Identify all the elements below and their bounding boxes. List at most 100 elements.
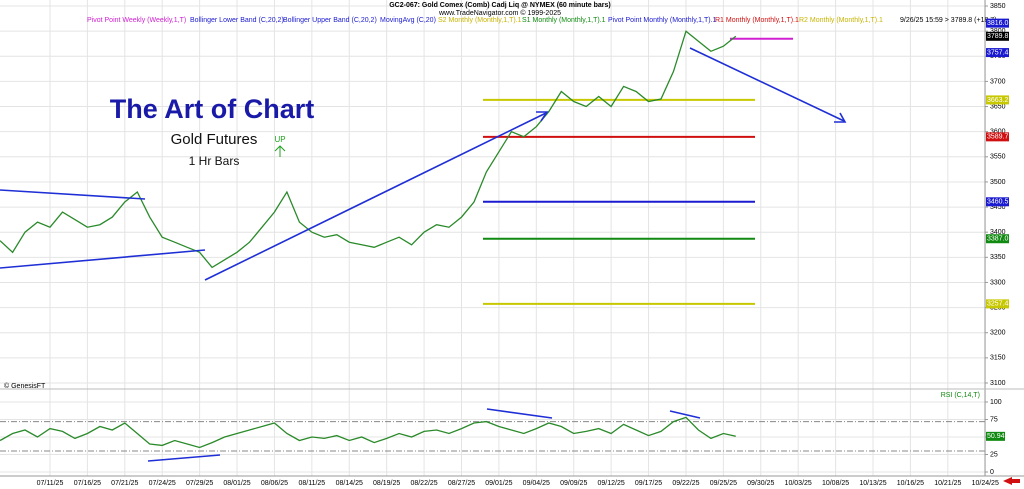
series-line [0, 30, 737, 269]
x-tick-label: 10/08/25 [822, 480, 849, 487]
level-tag [986, 299, 1009, 309]
x-tick-label: 09/12/25 [598, 480, 625, 487]
level-tag [986, 197, 1009, 207]
legend-entry: Bollinger Lower Band (C,20,2) [190, 17, 284, 24]
last-value-label: 50.94 [987, 433, 1005, 440]
legend-entry: Bollinger Upper Band (C,20,2) [283, 17, 377, 24]
price-tag [986, 48, 1009, 58]
x-tick-label: 10/21/25 [934, 480, 961, 487]
x-tick-label: 08/11/25 [298, 480, 325, 487]
trend-line [147, 454, 221, 462]
legend: Pivot Point Weekly (Weekly,1,T) Bollinger… [87, 17, 883, 24]
grid-layer [0, 0, 986, 476]
x-tick-label: 09/09/25 [560, 480, 587, 487]
level-label: 3257.4 [987, 301, 1009, 308]
y-tick-label: 100 [990, 399, 1002, 406]
level-tag [986, 132, 1009, 142]
price-tag [986, 31, 1009, 41]
x-tick-label: 09/25/25 [710, 480, 737, 487]
x-tick-label: 08/19/25 [373, 480, 400, 487]
level-label: 3387.0 [987, 236, 1009, 243]
rsi-title: RSI (C,14,T) [941, 392, 980, 399]
level-label: 3589.7 [987, 134, 1009, 141]
x-tick-label: 08/06/25 [261, 480, 288, 487]
level-label: 3460.5 [987, 199, 1009, 206]
product-label: Gold Futures [171, 131, 258, 148]
signal-label: UP [274, 135, 285, 144]
chart-subtitle: www.TradeNavigator.com © 1999-2025 [438, 9, 561, 17]
x-tick-label: 07/24/25 [149, 480, 176, 487]
y-tick-label: 25 [990, 451, 998, 458]
bars-label: 1 Hr Bars [189, 154, 240, 168]
y-tick-label: 3700 [990, 78, 1006, 85]
x-tick-label: 09/30/25 [747, 480, 774, 487]
legend-entry: S2 Monthly (Monthly,1,T).1 [438, 17, 522, 24]
up-arrow [274, 145, 286, 157]
x-tick-label: 07/21/25 [111, 480, 138, 487]
y-tick-label: 3500 [990, 179, 1006, 186]
x-tick-label: 10/13/25 [859, 480, 886, 487]
x-tick-label: 08/14/25 [336, 480, 363, 487]
y-tick-label: 75 [990, 416, 998, 423]
chart-title: GC2-067: Gold Comex (Comb) Cadj Liq @ NY… [389, 2, 611, 9]
y-tick-label: 3800 [990, 28, 1006, 35]
arrow-head [536, 111, 549, 122]
y-tick-label: 3450 [990, 204, 1006, 211]
x-tick-label: 10/16/25 [897, 480, 924, 487]
scroll-arrow[interactable] [1003, 477, 1020, 485]
y-tick-label: 3400 [990, 229, 1006, 236]
legend-entry: S1 Monthly (Monthly,1,T).1 [522, 17, 606, 24]
y-tick-label: 3600 [990, 129, 1006, 136]
x-tick-label: 09/01/25 [485, 480, 512, 487]
y-tick-label: 3350 [990, 254, 1006, 261]
x-tick-label: 08/22/25 [410, 480, 437, 487]
trend-line [0, 189, 146, 200]
y-tick-label: 3200 [990, 330, 1006, 337]
legend-entry: R1 Monthly (Monthly,1,T).1 [715, 17, 799, 24]
x-tick-label: 07/29/25 [186, 480, 213, 487]
y-tick-label: 3150 [990, 355, 1006, 362]
x-tick-label: 08/01/25 [223, 480, 250, 487]
trend-lines [0, 47, 847, 462]
x-tick-label: 09/22/25 [672, 480, 699, 487]
headline: The Art of Chart [110, 94, 315, 124]
last-info: 9/26/25 15:59 > 3789.8 (+18.7) [900, 17, 997, 24]
y-tick-label: 3100 [990, 380, 1006, 387]
x-tick-label: 09/17/25 [635, 480, 662, 487]
series-line [0, 416, 736, 449]
marks-layer [0, 30, 793, 449]
trend-line [486, 408, 553, 419]
trend-line [689, 47, 845, 122]
legend-entry: Pivot Point Monthly (Monthly,1,T).1 [608, 17, 717, 24]
y-tick-label: 3550 [990, 154, 1006, 161]
legend-entry: R2 Monthly (Monthly,1,T).1 [799, 17, 883, 24]
arrow-head [834, 112, 847, 123]
x-tick-label: 08/27/25 [448, 480, 475, 487]
y-tick-label: 3850 [990, 3, 1006, 10]
x-tick-label: 10/24/25 [972, 480, 999, 487]
price-tag [986, 18, 1009, 28]
level-tag [986, 95, 1009, 105]
x-tick-label: 07/11/25 [37, 480, 64, 487]
legend-entry: MovingAvg (C,20) [380, 17, 436, 24]
y-tick-label: 3300 [990, 279, 1006, 286]
price-label: 3789.8 [987, 33, 1009, 40]
x-tick-label: 07/16/25 [74, 480, 101, 487]
y-tick-label: 0 [990, 469, 994, 476]
legend-entry: Pivot Point Weekly (Weekly,1,T) [87, 17, 186, 24]
credit: © GenesisFT [4, 382, 46, 390]
last-value-tag [986, 431, 1005, 441]
trend-line [0, 249, 206, 269]
trend-line [204, 112, 547, 281]
x-tick-label: 10/03/25 [785, 480, 812, 487]
price-label: 3757.4 [987, 49, 1009, 56]
price-label: 3816.0 [987, 20, 1009, 27]
trend-line [669, 410, 701, 419]
level-tag [986, 234, 1009, 244]
x-tick-label: 09/04/25 [523, 480, 550, 487]
y-tick-label: 3650 [990, 103, 1006, 110]
level-label: 3663.2 [987, 97, 1009, 104]
